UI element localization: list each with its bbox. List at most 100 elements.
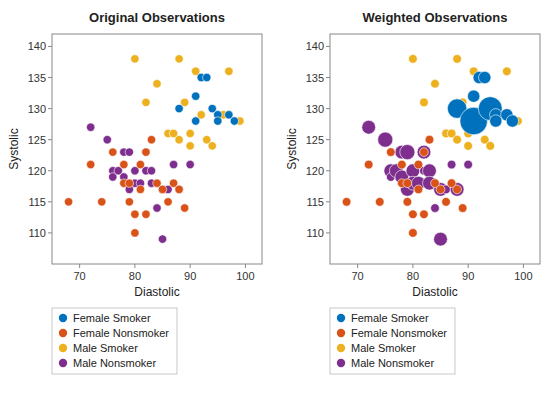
point [417,145,431,159]
y-tick-label: 140 [306,40,324,52]
point [342,197,351,206]
point [136,160,144,168]
y-axis-label: Systolic [285,128,299,169]
point [175,55,183,63]
point [420,148,429,157]
point [502,67,511,76]
point [175,104,183,112]
point [109,148,117,156]
point [414,160,423,169]
y-tick [48,170,52,171]
y-tick-label: 115 [28,196,46,208]
y-tick-label: 130 [28,103,46,115]
legend-swatch [337,359,345,367]
y-tick [48,46,52,47]
point [362,120,376,134]
series [64,135,188,237]
y-tick-label: 140 [28,40,46,52]
point [208,142,216,150]
point [458,204,467,213]
point [453,185,462,194]
y-tick-label: 110 [28,227,46,239]
x-tick-label: 100 [236,270,254,282]
chart-root: Original Observations 70 80 90 100 110 115 120 1… [0,0,560,420]
x-tick-label: 80 [407,270,419,282]
legend-label: Male Smoker [351,342,416,354]
title: Original Observations [89,10,225,25]
point [158,235,166,243]
legend-swatch [337,329,345,337]
x-axis-label: Diastolic [412,285,457,299]
series [409,55,523,151]
legend: Female Smoker Female Nonsmoker Male Smoker… [330,308,455,374]
point [142,148,150,156]
point [86,123,94,131]
y-tick-label: 125 [306,134,324,146]
point [409,229,418,238]
point [169,160,177,168]
point [386,148,395,157]
point [142,148,150,156]
legend-label: Female Nonsmoker [351,327,447,339]
legend-label: Male Smoker [73,342,138,354]
point [453,55,462,64]
legend-swatch [59,344,67,352]
y-tick [326,108,330,109]
y-tick [326,201,330,202]
point [453,135,462,144]
point [153,204,161,212]
legend-label: Male Nonsmoker [73,357,156,369]
point [103,135,111,143]
y-tick [48,77,52,78]
legend-swatch [59,359,67,367]
chart-panel: Weighted Observations7080901001101151201… [285,10,540,374]
series [362,120,473,246]
point [147,135,155,143]
y-tick [326,46,330,47]
legend-frame [330,308,455,374]
point [186,129,194,137]
legend-label: Male Nonsmoker [351,357,434,369]
point [464,142,473,151]
x-tick-label: 90 [184,270,196,282]
x-tick [412,264,413,268]
legend-frame [52,308,177,374]
point [225,67,233,75]
x-tick [245,264,246,268]
plot-frame [52,34,262,264]
series [131,55,244,150]
point [378,132,393,147]
point [131,229,139,237]
legend-label: Female Nonsmoker [73,327,169,339]
point [409,55,418,64]
x-tick-label: 70 [74,270,86,282]
x-tick [79,264,80,268]
point [175,135,183,143]
point [125,148,133,156]
point [403,197,412,206]
point [375,197,384,206]
y-axis-label: Systolic [7,128,21,169]
point [414,185,423,194]
legend-swatch [59,314,67,322]
point [420,98,429,107]
y-tick [326,232,330,233]
point [153,80,161,88]
series [447,71,518,134]
legend-swatch [59,329,67,337]
legend-swatch [337,314,345,322]
point [409,210,418,219]
y-tick-label: 120 [306,165,324,177]
legend-label: Female Smoker [351,312,429,324]
y-tick [48,201,52,202]
y-tick-label: 120 [28,165,46,177]
x-tick [357,264,358,268]
point [186,160,194,168]
x-tick [134,264,135,268]
point [364,160,373,169]
y-tick [48,139,52,140]
point [131,55,139,63]
point [468,90,480,102]
point [230,117,238,125]
point [214,117,222,125]
